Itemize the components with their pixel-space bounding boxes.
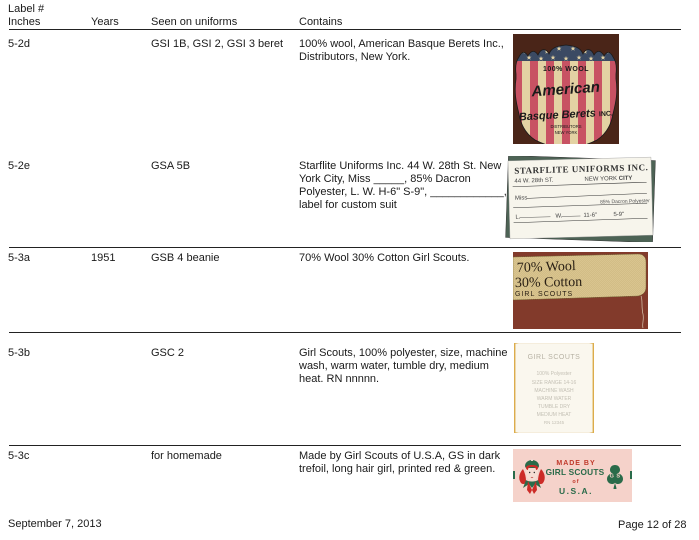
svg-text:MADE BY: MADE BY (556, 460, 595, 467)
svg-text:SIZE RANGE 14-16: SIZE RANGE 14-16 (532, 380, 577, 386)
svg-text:30% Cotton: 30% Cotton (515, 275, 583, 291)
svg-text:WARM WATER: WARM WATER (537, 396, 572, 402)
svg-text:U.S.A.: U.S.A. (559, 486, 593, 496)
svg-text:DISTRIBUTORS: DISTRIBUTORS (550, 124, 581, 129)
svg-text:11-6": 11-6" (583, 213, 597, 219)
svg-text:70% Wool: 70% Wool (517, 259, 576, 276)
svg-text:RN 12345: RN 12345 (544, 420, 565, 425)
svg-text:GIRL SCOUTS: GIRL SCOUTS (546, 467, 605, 477)
svg-text:MACHINE WASH: MACHINE WASH (534, 388, 574, 394)
svg-text:GIRL SCOUTS: GIRL SCOUTS (515, 291, 573, 298)
svg-text:5-9": 5-9" (613, 212, 624, 218)
svg-text:S: S (616, 474, 620, 480)
svg-text:100% WOOL: 100% WOOL (543, 66, 589, 73)
svg-text:100% Polyester: 100% Polyester (536, 371, 571, 377)
svg-text:Miss: Miss (515, 195, 527, 201)
svg-text:TUMBLE DRY: TUMBLE DRY (538, 404, 571, 410)
svg-text:44 W. 28th ST.: 44 W. 28th ST. (514, 178, 553, 185)
svg-text:G: G (610, 474, 614, 480)
svg-text:GIRL SCOUTS: GIRL SCOUTS (528, 354, 581, 361)
svg-text:NEW YORK: NEW YORK (555, 130, 578, 135)
svg-text:NEW YORK CITY: NEW YORK CITY (584, 176, 632, 183)
svg-text:MEDIUM HEAT: MEDIUM HEAT (537, 412, 572, 418)
svg-text:of: of (572, 479, 579, 485)
